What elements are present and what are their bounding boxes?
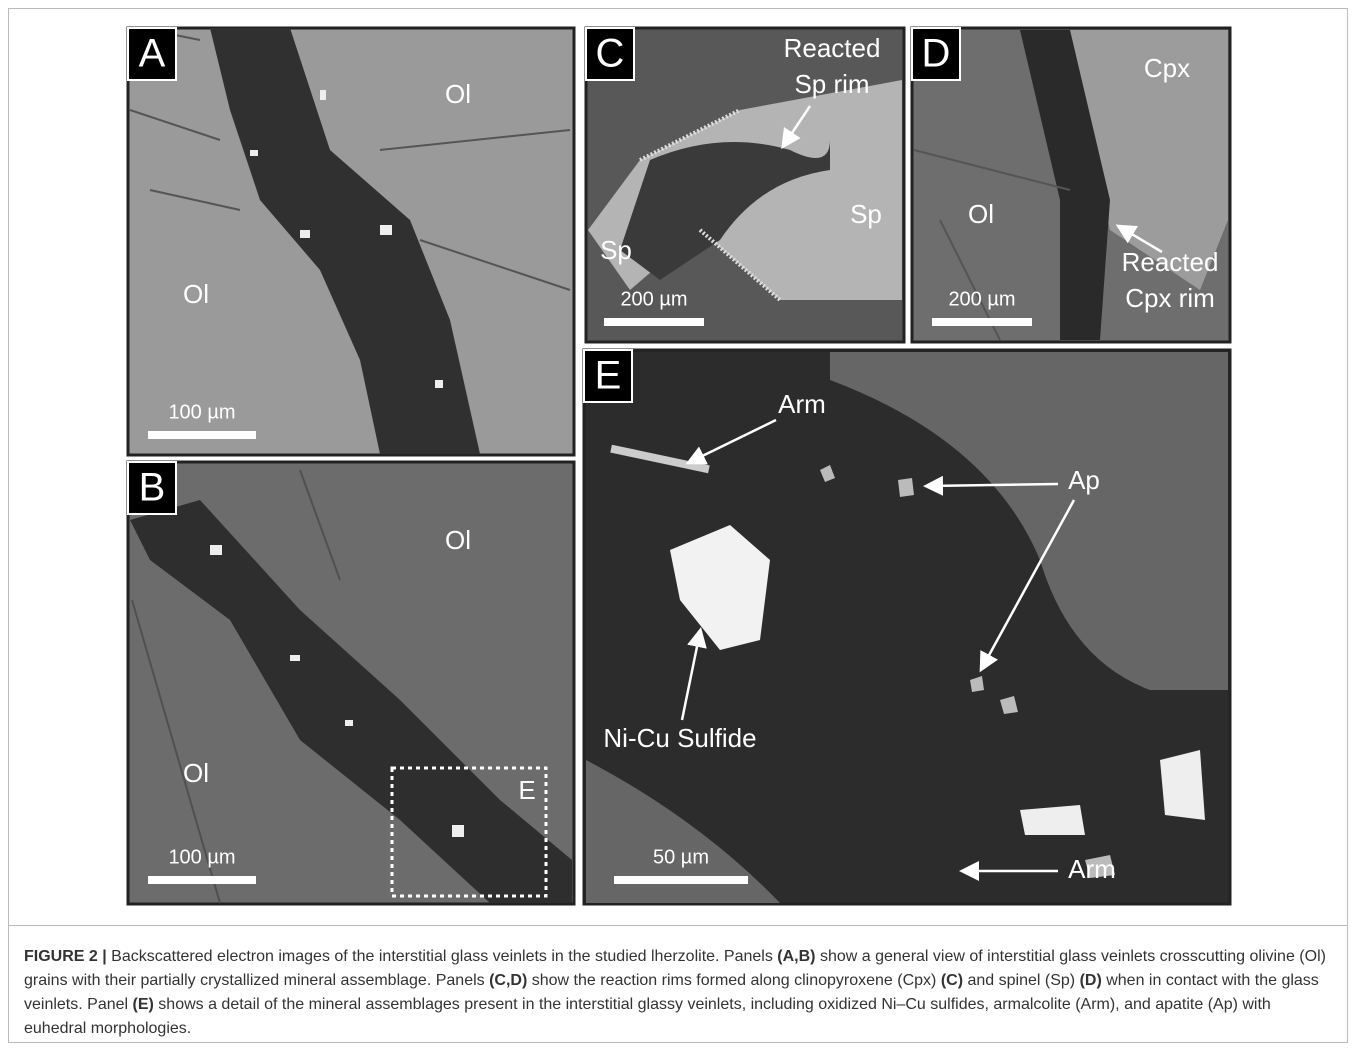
caption-bold: (E) xyxy=(133,996,154,1013)
mineral-label: Sp xyxy=(600,235,632,265)
figure: A Ol Ol 100 µm B Ol Ol 100 µm E C Reacted Sp rim Sp S… xyxy=(0,0,1358,920)
scale-bar xyxy=(614,876,748,884)
caption-bold: (A,B) xyxy=(777,948,815,965)
mineral-label: Ol xyxy=(183,758,209,788)
mineral-label: Sp rim xyxy=(794,69,869,99)
mineral-label: Ol xyxy=(445,79,471,109)
scale-bar-label: 100 µm xyxy=(168,846,235,868)
mineral-label: Arm xyxy=(1068,854,1116,884)
scale-bar xyxy=(148,876,256,884)
caption-text: show the reaction rims formed along clin… xyxy=(527,972,941,989)
panel-letter: B xyxy=(139,466,166,510)
mineral-label: Cpx rim xyxy=(1125,283,1215,313)
scale-bar xyxy=(932,318,1032,326)
panel-e xyxy=(584,350,1230,904)
scale-bar xyxy=(148,431,256,439)
scale-bar-label: 200 µm xyxy=(620,288,687,310)
page: A Ol Ol 100 µm B Ol Ol 100 µm E C Reacted Sp rim Sp S… xyxy=(0,0,1358,1049)
mineral-label: Sp xyxy=(850,199,882,229)
panel-b xyxy=(128,462,574,904)
separator xyxy=(8,925,1348,926)
caption: FIGURE 2 | Backscattered electron images… xyxy=(24,945,1334,1041)
caption-text: shows a detail of the mineral assemblage… xyxy=(24,996,1271,1037)
scale-bar-label: 50 µm xyxy=(653,846,709,868)
mineral-label: Arm xyxy=(778,389,826,419)
scale-bar-label: 100 µm xyxy=(168,401,235,423)
panel-a xyxy=(128,28,574,455)
caption-bold: (C,D) xyxy=(489,972,527,989)
mineral-label: Cpx xyxy=(1144,53,1190,83)
scale-bar xyxy=(604,318,704,326)
mineral-label: Reacted xyxy=(1122,247,1219,277)
scale-bar-label: 200 µm xyxy=(948,288,1015,310)
caption-bold: (C) xyxy=(941,972,963,989)
mineral-label: Ol xyxy=(183,279,209,309)
panel-letter: E xyxy=(595,354,622,398)
caption-bold: FIGURE 2 | xyxy=(24,948,107,965)
caption-text: Backscattered electron images of the int… xyxy=(107,948,778,965)
mineral-label: Ap xyxy=(1068,465,1100,495)
mineral-label: Reacted xyxy=(784,33,881,63)
mineral-label: Ol xyxy=(968,199,994,229)
mineral-label: Ol xyxy=(445,525,471,555)
inset-label: E xyxy=(518,775,535,805)
caption-text: and spinel (Sp) xyxy=(963,972,1080,989)
panel-letter: C xyxy=(596,32,625,76)
panel-letter: D xyxy=(922,32,951,76)
mineral-label: Ni-Cu Sulfide xyxy=(603,723,756,753)
panel-letter: A xyxy=(139,32,166,76)
caption-bold: (D) xyxy=(1080,972,1102,989)
